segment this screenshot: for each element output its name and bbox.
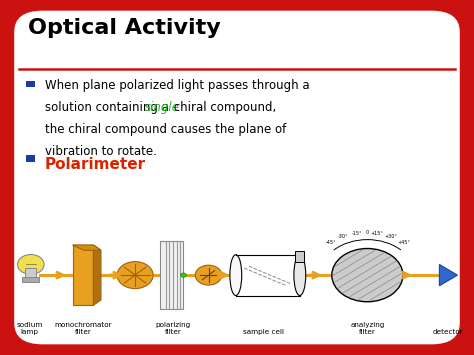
Bar xyxy=(160,241,183,309)
Text: sodium
lamp: sodium lamp xyxy=(16,322,43,335)
Text: +30°: +30° xyxy=(385,234,398,239)
Text: When plane polarized light passes through a: When plane polarized light passes throug… xyxy=(45,79,310,92)
Circle shape xyxy=(195,265,222,285)
Polygon shape xyxy=(93,245,101,305)
Bar xyxy=(236,255,300,295)
Text: -45°: -45° xyxy=(326,240,336,245)
Text: single: single xyxy=(145,101,180,114)
Text: +45°: +45° xyxy=(398,240,410,245)
Text: solution containing a: solution containing a xyxy=(45,101,173,114)
Text: sample cell: sample cell xyxy=(243,329,283,335)
Text: +15°: +15° xyxy=(371,231,383,236)
Text: 0: 0 xyxy=(366,230,369,235)
Bar xyxy=(22,277,39,282)
Text: monochromator
filter: monochromator filter xyxy=(54,322,112,335)
Text: Optical Activity: Optical Activity xyxy=(28,18,221,38)
Text: polarizing
filter: polarizing filter xyxy=(155,322,191,335)
Polygon shape xyxy=(73,245,101,250)
Ellipse shape xyxy=(230,255,242,295)
Circle shape xyxy=(332,248,403,302)
Bar xyxy=(25,268,36,277)
Ellipse shape xyxy=(294,255,306,295)
Circle shape xyxy=(117,262,153,289)
Bar xyxy=(26,155,35,162)
Text: -15°: -15° xyxy=(352,231,363,236)
Text: detector: detector xyxy=(433,329,463,335)
Circle shape xyxy=(181,273,186,277)
Text: the chiral compound causes the plane of: the chiral compound causes the plane of xyxy=(45,123,286,136)
Bar xyxy=(73,245,93,305)
Polygon shape xyxy=(439,264,457,286)
Text: chiral compound,: chiral compound, xyxy=(170,101,276,114)
Bar xyxy=(26,81,35,87)
Text: -30°: -30° xyxy=(338,234,348,239)
Bar xyxy=(295,251,303,262)
FancyBboxPatch shape xyxy=(14,11,460,344)
Circle shape xyxy=(18,255,44,274)
Text: Polarimeter: Polarimeter xyxy=(45,157,146,172)
Text: analyzing
filter: analyzing filter xyxy=(350,322,384,335)
Text: vibration to rotate.: vibration to rotate. xyxy=(45,145,157,158)
